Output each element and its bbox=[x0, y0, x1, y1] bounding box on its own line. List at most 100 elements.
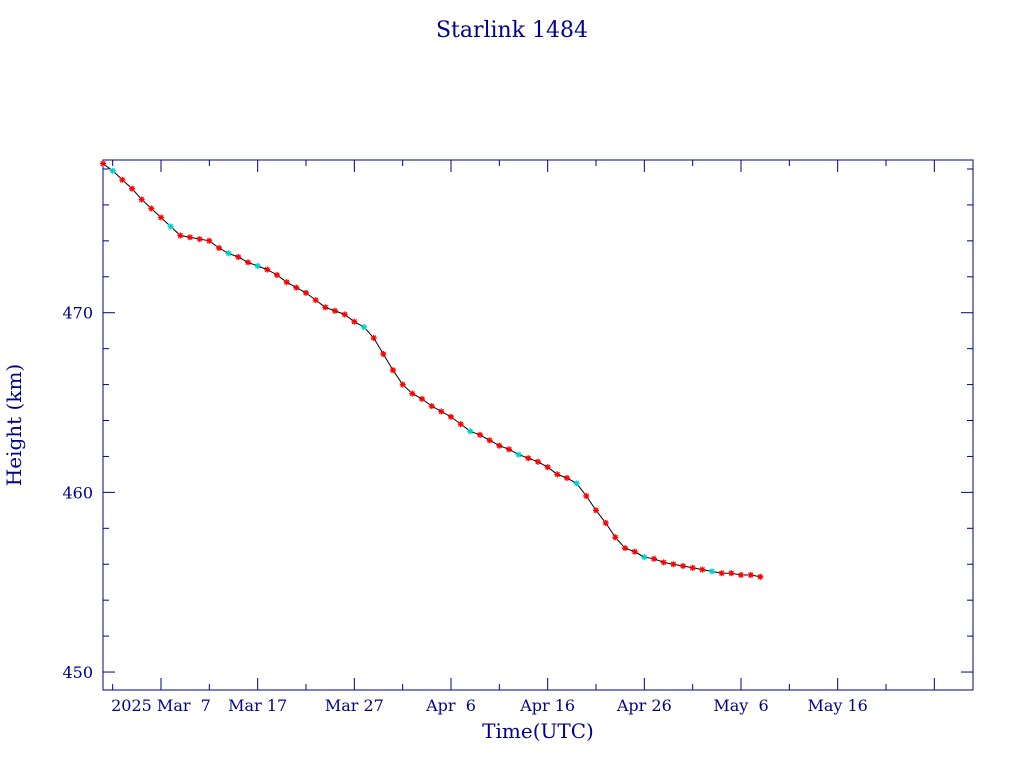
data-point bbox=[486, 437, 493, 444]
data-point bbox=[622, 545, 628, 552]
data-point bbox=[351, 318, 358, 325]
marker-stroke bbox=[351, 319, 357, 325]
marker-stroke bbox=[467, 428, 473, 434]
data-point bbox=[254, 263, 261, 269]
marker-stroke bbox=[119, 177, 125, 183]
marker-stroke bbox=[593, 507, 599, 513]
marker-stroke bbox=[583, 493, 589, 499]
x-tick-label: Mar 17 bbox=[228, 696, 287, 715]
marker-stroke bbox=[168, 223, 174, 230]
data-point bbox=[757, 573, 764, 580]
y-tick-labels: 450 460 470 bbox=[62, 304, 93, 682]
data-point bbox=[187, 234, 193, 241]
data-point bbox=[361, 324, 367, 331]
data-point bbox=[467, 428, 474, 435]
data-point bbox=[612, 534, 619, 541]
marker-stroke bbox=[535, 459, 541, 465]
data-point bbox=[312, 297, 319, 304]
data-point bbox=[119, 176, 126, 183]
axis-ticks bbox=[103, 160, 973, 690]
data-point bbox=[177, 232, 184, 239]
marker-stroke bbox=[545, 464, 551, 470]
data-point bbox=[699, 566, 706, 573]
data-point bbox=[399, 381, 406, 388]
x-axis-label: Time(UTC) bbox=[482, 719, 594, 743]
marker-stroke bbox=[100, 160, 106, 167]
data-point bbox=[419, 395, 425, 402]
marker-stroke bbox=[158, 214, 164, 221]
marker-stroke bbox=[342, 311, 348, 318]
x-tick-labels: 2025 Mar 7 Mar 17 Mar 27 Apr 6 Apr 16 Apr 26 M… bbox=[111, 696, 868, 715]
data-point bbox=[477, 431, 483, 438]
marker-stroke bbox=[264, 266, 270, 273]
marker-stroke bbox=[506, 446, 512, 452]
marker-stroke bbox=[390, 367, 396, 373]
marker-stroke bbox=[738, 572, 744, 578]
marker-stroke bbox=[429, 403, 435, 409]
marker-stroke bbox=[448, 414, 454, 420]
data-point bbox=[554, 471, 561, 478]
data-point bbox=[322, 304, 329, 311]
marker-stroke bbox=[477, 432, 483, 438]
marker-stroke bbox=[603, 520, 609, 526]
data-point bbox=[196, 236, 203, 243]
data-point bbox=[583, 493, 590, 499]
chart-title: Starlink 1484 bbox=[436, 18, 588, 43]
marker-stroke bbox=[757, 574, 763, 580]
data-point bbox=[651, 555, 657, 562]
data-point bbox=[535, 458, 541, 465]
data-point bbox=[496, 442, 503, 449]
marker-stroke bbox=[438, 408, 444, 415]
marker-stroke bbox=[284, 279, 290, 285]
data-point bbox=[225, 250, 232, 257]
data-point bbox=[747, 572, 754, 578]
data-point bbox=[728, 570, 735, 577]
y-tick-label: 460 bbox=[62, 483, 93, 502]
marker-stroke bbox=[525, 455, 531, 461]
marker-stroke bbox=[670, 561, 676, 567]
plot-frame bbox=[102, 159, 974, 691]
marker-stroke bbox=[516, 451, 522, 458]
marker-stroke bbox=[313, 297, 319, 303]
data-point bbox=[274, 272, 280, 278]
data-point bbox=[525, 455, 532, 462]
marker-stroke bbox=[371, 335, 377, 341]
marker-stroke bbox=[322, 304, 328, 310]
data-point bbox=[709, 568, 715, 575]
data-point bbox=[206, 237, 213, 244]
data-point bbox=[264, 266, 271, 273]
x-tick-label: May 6 bbox=[713, 696, 768, 715]
data-point bbox=[718, 570, 725, 577]
marker-stroke bbox=[177, 232, 183, 239]
x-tick-label: Apr 16 bbox=[519, 696, 575, 715]
data-point bbox=[438, 408, 445, 415]
x-tick-label: Apr 6 bbox=[425, 696, 476, 715]
data-point bbox=[235, 254, 242, 260]
data-point bbox=[593, 507, 599, 514]
marker-stroke bbox=[641, 554, 647, 560]
data-point bbox=[341, 311, 348, 318]
marker-stroke bbox=[332, 308, 338, 314]
data-point bbox=[641, 554, 648, 561]
data-point bbox=[293, 284, 300, 291]
data-point bbox=[303, 289, 309, 296]
data-point bbox=[167, 223, 174, 230]
data-point bbox=[380, 351, 387, 357]
data-point bbox=[409, 390, 416, 397]
marker-stroke bbox=[719, 570, 725, 576]
data-point bbox=[216, 245, 222, 251]
marker-stroke bbox=[554, 471, 560, 478]
marker-stroke bbox=[709, 568, 715, 575]
marker-stroke bbox=[206, 238, 212, 244]
data-point bbox=[738, 572, 744, 578]
data-point bbox=[670, 561, 677, 568]
marker-stroke bbox=[680, 563, 686, 569]
data-point bbox=[631, 548, 638, 555]
marker-stroke bbox=[110, 168, 116, 174]
data-point bbox=[129, 185, 135, 192]
marker-stroke bbox=[564, 475, 570, 481]
marker-stroke bbox=[487, 437, 493, 443]
data-point bbox=[158, 214, 164, 221]
marker-stroke bbox=[699, 566, 705, 573]
marker-stroke bbox=[458, 421, 464, 427]
